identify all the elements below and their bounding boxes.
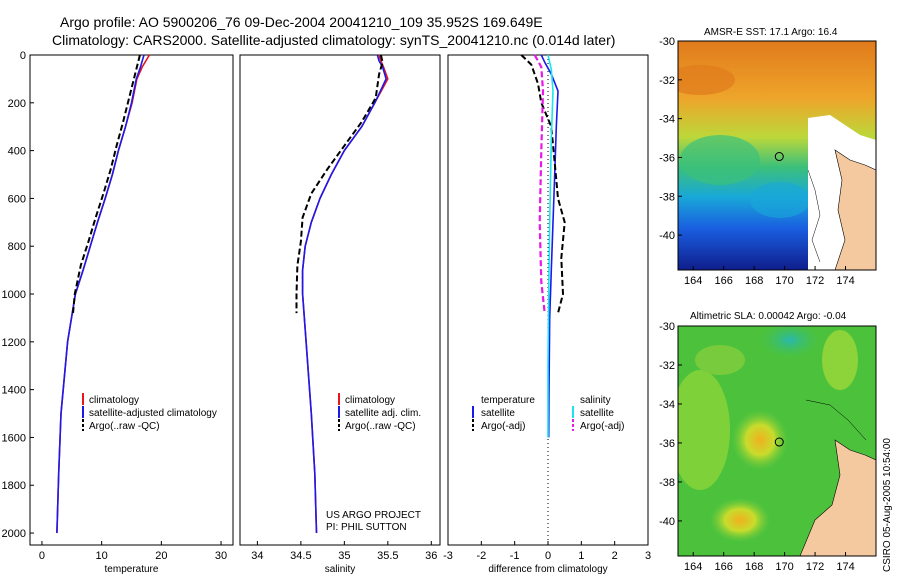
sla-map-xtick-label: 164 [684, 561, 702, 573]
sst-map-ytick-label: -40 [659, 230, 675, 242]
sla-map-ytick-label: -32 [659, 360, 675, 372]
temperature-ytick-label: 400 [8, 146, 26, 158]
difference-xtick-label: 3 [645, 550, 651, 562]
sst-map-frame [677, 40, 877, 271]
salinity-series-argo-raw-qc- [295, 54, 384, 314]
temperature-legend: climatology satellite-adjusted climatolo… [82, 393, 217, 432]
sla-map-xtick-label: 172 [806, 561, 824, 573]
temperature-ytick-label: 2000 [2, 528, 26, 540]
temperature-ytick-label: 0 [20, 50, 26, 62]
difference-legend: temperature satellite Argo(-adj) salinit… [472, 395, 624, 432]
salinity-xtick-label: 34.5 [290, 550, 311, 562]
difference-xtick-label: -1 [510, 550, 520, 562]
temperature-ytick-label: 1800 [2, 480, 26, 492]
legend-label-sal-satellite: satellite [580, 408, 614, 419]
sla-map-ytick-label: -34 [659, 399, 675, 411]
sla-map-ytick-label: -38 [659, 477, 675, 489]
sst-map-ytick-label: -30 [659, 36, 675, 48]
sla-map-xtick-label: 168 [745, 561, 763, 573]
figure-title-line2: Climatology: CARS2000. Satellite-adjuste… [52, 32, 615, 48]
temperature-series-argo-raw-qc- [72, 54, 141, 314]
temperature-xtick-label: 30 [215, 550, 227, 562]
sst-map-xtick-label: 172 [806, 275, 824, 287]
sla-map-xtick-label: 166 [715, 561, 733, 573]
pi-credit: PI: PHIL SUTTON [326, 522, 407, 533]
legend-title-temperature: temperature [481, 395, 535, 406]
temperature-xlabel: temperature [105, 564, 159, 575]
temperature-ytick-label: 1400 [2, 385, 26, 397]
sla-map-frame [677, 325, 877, 557]
salinity-panel [239, 54, 441, 546]
timestamp-stamp: CSIRO 05-Aug-2005 10:54:00 [882, 438, 893, 572]
sst-map-title: AMSR-E SST: 17.1 Argo: 16.4 [704, 27, 838, 38]
sst-map-ytick-label: -38 [659, 191, 675, 203]
sst-map-xtick-label: 170 [775, 275, 793, 287]
salinity-xtick-label: 34 [251, 550, 263, 562]
sla-map-argo-position-marker [774, 437, 784, 447]
temperature-ytick-label: 600 [8, 193, 26, 205]
sst-map-ytick-label: -32 [659, 75, 675, 87]
sla-map-ytick-label: -30 [659, 321, 675, 333]
sla-map-title: Altimetric SLA: 0.00042 Argo: -0.04 [690, 311, 847, 322]
salinity-xtick-label: 35 [338, 550, 350, 562]
sla-map-xtick-label: 170 [775, 561, 793, 573]
legend-label-argo: Argo(..raw -QC) [345, 421, 416, 432]
difference-xlabel: difference from climatology [488, 564, 607, 575]
legend-label-sal-argo: Argo(-adj) [580, 421, 624, 432]
temperature-ytick-label: 1000 [2, 289, 26, 301]
temperature-xtick-label: 10 [96, 550, 108, 562]
salinity-xlabel: salinity [325, 564, 356, 575]
legend-label-satellite: satellite-adjusted climatology [89, 408, 217, 419]
salinity-xtick-label: 36 [425, 550, 437, 562]
salinity-series-satellite-adj-clim- [301, 54, 387, 534]
difference-series-salinity-satellite [547, 54, 554, 438]
sst-map-xtick-label: 166 [715, 275, 733, 287]
salinity-legend: climatology satellite adj. clim. Argo(..… [338, 393, 421, 432]
difference-xtick-label: -3 [443, 550, 453, 562]
temperature-xtick-label: 20 [155, 550, 167, 562]
difference-series-salinity-argo-adj- [533, 54, 546, 314]
difference-xtick-label: -2 [476, 550, 486, 562]
difference-series-temperature-argo-adj- [520, 54, 566, 314]
temperature-xtick-label: 0 [39, 550, 45, 562]
sla-map-image [678, 326, 876, 556]
sla-map-ytick-label: -40 [659, 516, 675, 528]
temperature-ytick-label: 1600 [2, 432, 26, 444]
figure-title-line1: Argo profile: AO 5900206_76 09-Dec-2004 … [60, 14, 543, 30]
project-credit: US ARGO PROJECT [326, 510, 421, 521]
legend-title-salinity: salinity [580, 395, 611, 406]
temperature-ytick-label: 200 [8, 98, 26, 110]
sst-map-ytick-label: -36 [659, 152, 675, 164]
legend-label-temp-argo: Argo(-adj) [481, 421, 525, 432]
temperature-ytick-label: 1200 [2, 337, 26, 349]
legend-label-climatology: climatology [345, 395, 395, 406]
salinity-xtick-label: 35.5 [377, 550, 398, 562]
difference-series-temperature-satellite [540, 54, 559, 438]
sst-map-xtick-label: 168 [745, 275, 763, 287]
sst-map-ytick-label: -34 [659, 114, 675, 126]
legend-label-satellite: satellite adj. clim. [345, 408, 421, 419]
difference-xtick-label: 1 [578, 550, 584, 562]
sst-map-xtick-label: 164 [684, 275, 702, 287]
sst-map-argo-position-marker [774, 152, 784, 162]
difference-xtick-label: 0 [545, 550, 551, 562]
temperature-panel [29, 54, 234, 546]
legend-label-climatology: climatology [89, 395, 139, 406]
legend-label-temp-satellite: satellite [481, 408, 515, 419]
difference-xtick-label: 2 [612, 550, 618, 562]
sst-map-xtick-label: 174 [836, 275, 854, 287]
temperature-ytick-label: 800 [8, 241, 26, 253]
sst-map-image [678, 41, 876, 270]
legend-label-argo: Argo(..raw -QC) [89, 421, 160, 432]
sla-map-ytick-label: -36 [659, 438, 675, 450]
temperature-series-satellite-adjusted-climatology [56, 54, 145, 534]
sla-map-xtick-label: 174 [836, 561, 854, 573]
